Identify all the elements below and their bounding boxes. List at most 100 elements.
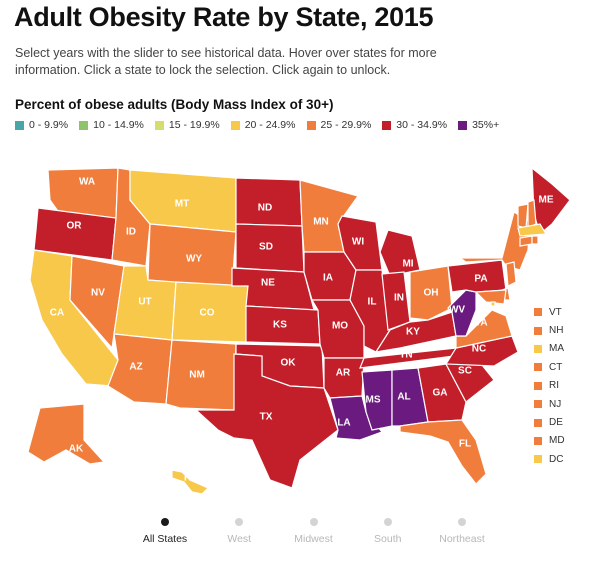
state-dc[interactable] [490, 301, 496, 307]
state-ky[interactable] [374, 311, 457, 353]
legend-label: 35%+ [472, 119, 500, 131]
small-state-label: MD [549, 435, 565, 447]
state-vt[interactable] [517, 203, 529, 229]
legend-swatch [15, 120, 24, 130]
state-ms[interactable] [361, 369, 393, 431]
state-nd[interactable] [235, 177, 303, 227]
state-ri[interactable] [531, 235, 539, 245]
small-state-swatch [534, 436, 542, 445]
small-state-swatch [534, 326, 542, 335]
legend-swatch [154, 120, 164, 130]
legend-swatch [382, 120, 392, 130]
state-co[interactable] [171, 281, 249, 343]
state-wy[interactable] [147, 223, 237, 289]
state-pa[interactable] [447, 259, 507, 293]
state-nv[interactable] [69, 255, 125, 350]
us-map: WAORCANVIDMTWYUTCOAZNMNDSDNEKSOKTXMNIAMO… [27, 166, 571, 495]
small-state-vt[interactable]: VT [534, 303, 565, 321]
slider-stop-label: Northeast [439, 533, 485, 545]
small-state-label: NH [549, 325, 564, 337]
small-state-swatch [534, 363, 542, 372]
state-la[interactable] [329, 395, 383, 441]
small-state-swatch [534, 308, 542, 317]
state-nm[interactable] [165, 339, 237, 411]
slider-dot[interactable] [383, 518, 392, 526]
small-state-swatch [534, 418, 542, 427]
legend-label: 10 - 14.9% [93, 119, 144, 131]
legend-item-2[interactable]: 15 - 19.9% [154, 119, 220, 131]
state-tx[interactable] [194, 353, 339, 489]
state-ar[interactable] [323, 357, 365, 399]
slider-stop-label: South [374, 533, 402, 545]
state-ct[interactable] [519, 235, 533, 247]
small-state-label: RI [549, 380, 559, 392]
state-ga[interactable] [417, 363, 467, 423]
legend-label: 25 - 29.9% [320, 119, 372, 131]
slider-dot[interactable] [309, 518, 318, 526]
small-state-label: MA [549, 343, 564, 355]
slider-dot[interactable] [458, 518, 466, 526]
small-state-label: DC [549, 453, 564, 465]
small-state-dc[interactable]: DC [534, 450, 565, 468]
legend-item-1[interactable]: 10 - 14.9% [79, 119, 144, 131]
small-states-list: VT NH MA CT RI NJ DE MD DC [534, 303, 565, 469]
state-oh[interactable] [409, 265, 453, 321]
small-state-label: VT [549, 306, 562, 318]
state-hi[interactable] [171, 469, 210, 495]
legend: 0 - 9.9% 10 - 14.9% 15 - 19.9% 20 - 24.9% 25… [15, 119, 499, 131]
state-or[interactable] [33, 207, 117, 261]
legend-swatch [458, 120, 468, 130]
legend-item-5[interactable]: 30 - 34.9% [382, 119, 447, 131]
state-az[interactable] [107, 333, 173, 405]
legend-label: 20 - 24.9% [244, 119, 296, 131]
legend-label: 30 - 34.9% [396, 119, 448, 131]
legend-item-4[interactable]: 25 - 29.9% [306, 119, 372, 131]
small-state-ma[interactable]: MA [534, 340, 565, 358]
state-fl[interactable] [399, 419, 487, 485]
legend-item-6[interactable]: 35%+ [458, 119, 499, 131]
slider-stop-northeast[interactable]: Northeast [427, 518, 497, 545]
slider-stop-label: All States [142, 533, 188, 545]
state-nj[interactable] [505, 261, 517, 287]
small-state-ri[interactable]: RI [534, 377, 565, 395]
legend-label: 0 - 9.9% [29, 119, 69, 131]
slider-stop-label: West [227, 533, 252, 545]
region-slider[interactable]: All States West Midwest South Northeast [135, 518, 485, 558]
page-title: Adult Obesity Rate by State, 2015 [14, 2, 434, 32]
slider-stop-west[interactable]: West [204, 518, 274, 545]
state-ak[interactable] [27, 403, 106, 465]
small-state-nj[interactable]: NJ [534, 395, 565, 413]
slider-stop-south[interactable]: South [353, 518, 423, 545]
state-ks[interactable] [245, 305, 321, 345]
legend-title: Percent of obese adults (Body Mass Index… [15, 97, 334, 112]
state-mi[interactable] [379, 229, 421, 277]
state-sd[interactable] [235, 223, 305, 273]
small-state-ct[interactable]: CT [534, 358, 565, 376]
small-state-de[interactable]: DE [534, 413, 565, 431]
legend-swatch [230, 120, 240, 130]
slider-stop-all-states[interactable]: All States [130, 518, 200, 545]
slider-stop-label: Midwest [294, 533, 333, 545]
state-nh[interactable] [527, 199, 537, 229]
small-state-md[interactable]: MD [534, 432, 565, 450]
intro-text: Select years with the slider to see hist… [15, 46, 437, 77]
state-ma[interactable] [517, 223, 548, 237]
slider-dot[interactable] [161, 518, 169, 526]
small-state-nh[interactable]: NH [534, 321, 565, 339]
small-state-swatch [534, 344, 542, 353]
legend-item-0[interactable]: 0 - 9.9% [15, 119, 68, 131]
small-state-swatch [534, 455, 542, 464]
state-ny[interactable] [458, 211, 531, 271]
small-state-label: CT [549, 361, 563, 373]
legend-item-3[interactable]: 20 - 24.9% [230, 119, 296, 131]
state-label-ny: NY [489, 239, 503, 250]
small-state-swatch [534, 381, 542, 390]
slider-dot[interactable] [235, 518, 244, 526]
legend-swatch [79, 120, 89, 130]
slider-stop-midwest[interactable]: Midwest [279, 518, 349, 545]
small-state-label: NJ [549, 398, 562, 410]
small-state-label: DE [549, 417, 563, 429]
legend-label: 15 - 19.9% [168, 119, 220, 131]
state-md[interactable] [474, 289, 507, 305]
legend-swatch [306, 120, 316, 130]
